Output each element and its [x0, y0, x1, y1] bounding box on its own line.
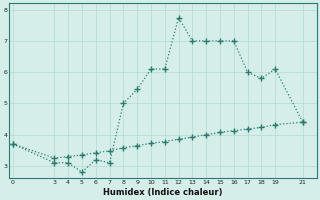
X-axis label: Humidex (Indice chaleur): Humidex (Indice chaleur) [103, 188, 222, 197]
